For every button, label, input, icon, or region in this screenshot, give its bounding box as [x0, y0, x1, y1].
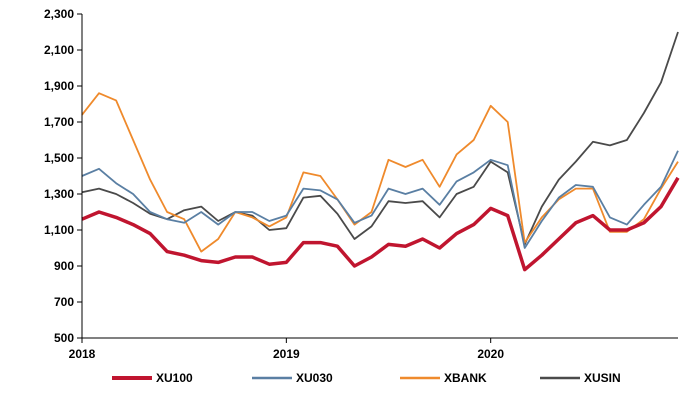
legend-label-xu100: XU100	[156, 371, 193, 385]
y-tick-label: 1,100	[44, 223, 74, 237]
series-line-xusin	[81, 31, 679, 246]
legend-label-xu030: XU030	[296, 371, 333, 385]
y-tick-label: 2,300	[44, 7, 74, 21]
x-tick-label: 2019	[273, 347, 300, 361]
series-line-xbank	[81, 92, 679, 253]
legend: XU100 XU030 XBANK XUSIN	[112, 371, 621, 385]
series-layer	[81, 31, 680, 272]
y-tick-label: 500	[54, 331, 74, 345]
y-tick-label: 1,900	[44, 79, 74, 93]
x-axis-ticks: 2018 2019 2020	[69, 338, 504, 361]
legend-label-xbank: XBANK	[444, 371, 487, 385]
x-tick-label: 2020	[477, 347, 504, 361]
y-tick-label: 1,700	[44, 115, 74, 129]
series-line-xu100	[81, 176, 680, 272]
y-tick-label: 700	[54, 295, 74, 309]
y-tick-label: 1,300	[44, 187, 74, 201]
y-tick-label: 2,100	[44, 43, 74, 57]
y-tick-label: 900	[54, 259, 74, 273]
legend-label-xusin: XUSIN	[584, 371, 621, 385]
y-tick-label: 1,500	[44, 151, 74, 165]
series-line-xu030	[81, 150, 679, 249]
y-axis-ticks: 500 700 900 1,100 1,300 1,500 1,700 1,900 2,100 2…	[44, 7, 82, 345]
x-tick-label: 2018	[69, 347, 96, 361]
axes	[81, 14, 678, 339]
